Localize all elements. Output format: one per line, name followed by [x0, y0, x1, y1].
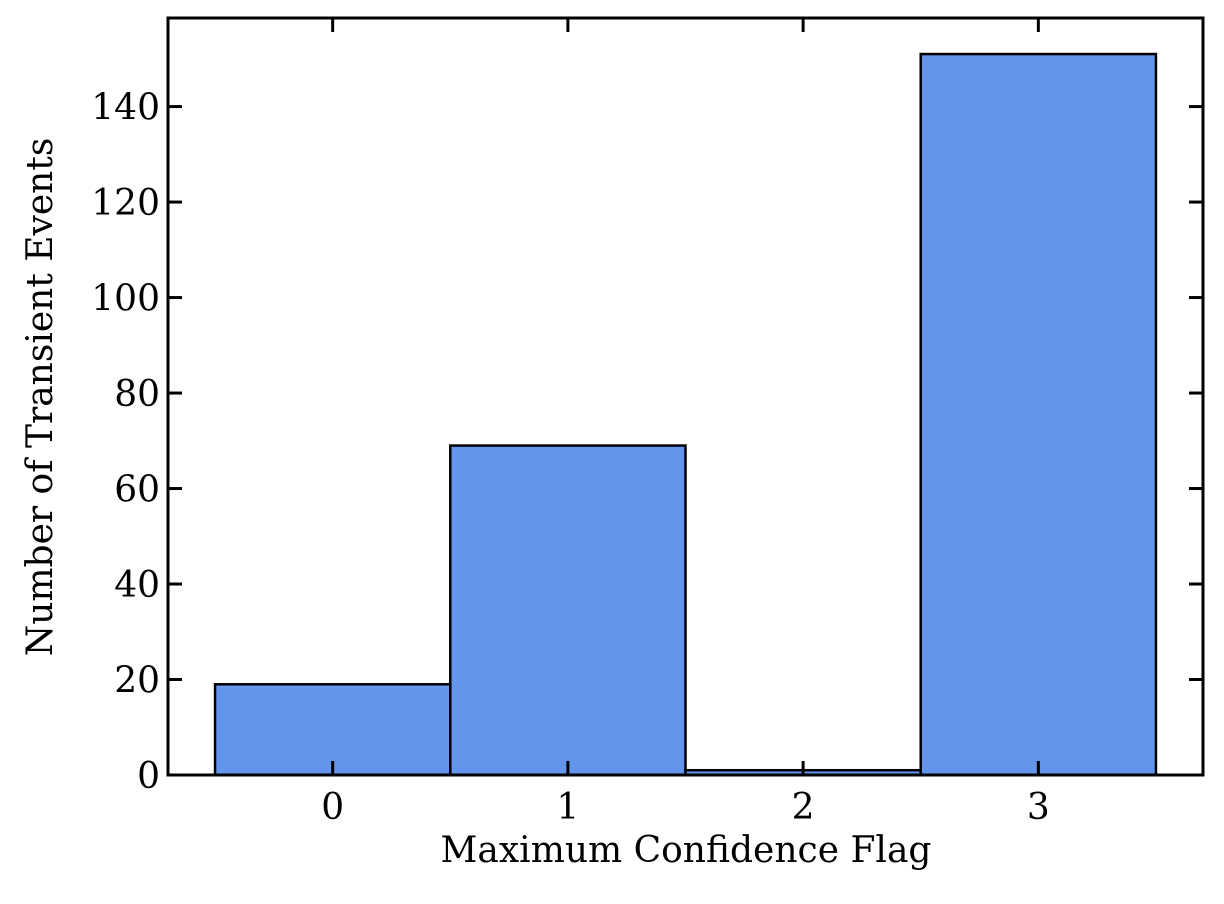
x-tick-label: 0 — [321, 787, 344, 828]
y-tick-label: 140 — [91, 88, 160, 129]
x-axis-label: Maximum Confidence Flag — [441, 830, 932, 871]
bar — [449, 444, 687, 777]
x-tick-label: 1 — [556, 787, 579, 828]
y-tick-label: 60 — [114, 470, 160, 511]
plot-frame — [166, 16, 1205, 777]
bar — [919, 52, 1158, 777]
x-tick-label: 2 — [792, 787, 815, 828]
y-tick-label: 120 — [91, 183, 160, 224]
y-tick-label: 80 — [114, 374, 160, 415]
y-tick-label: 40 — [114, 565, 160, 606]
y-axis-label: Number of Transient Events — [20, 138, 61, 657]
y-tick-label: 100 — [91, 279, 160, 320]
y-tick-label: 0 — [137, 756, 160, 797]
x-tick-label: 3 — [1027, 787, 1050, 828]
y-tick-label: 20 — [114, 661, 160, 702]
bar — [213, 683, 452, 777]
